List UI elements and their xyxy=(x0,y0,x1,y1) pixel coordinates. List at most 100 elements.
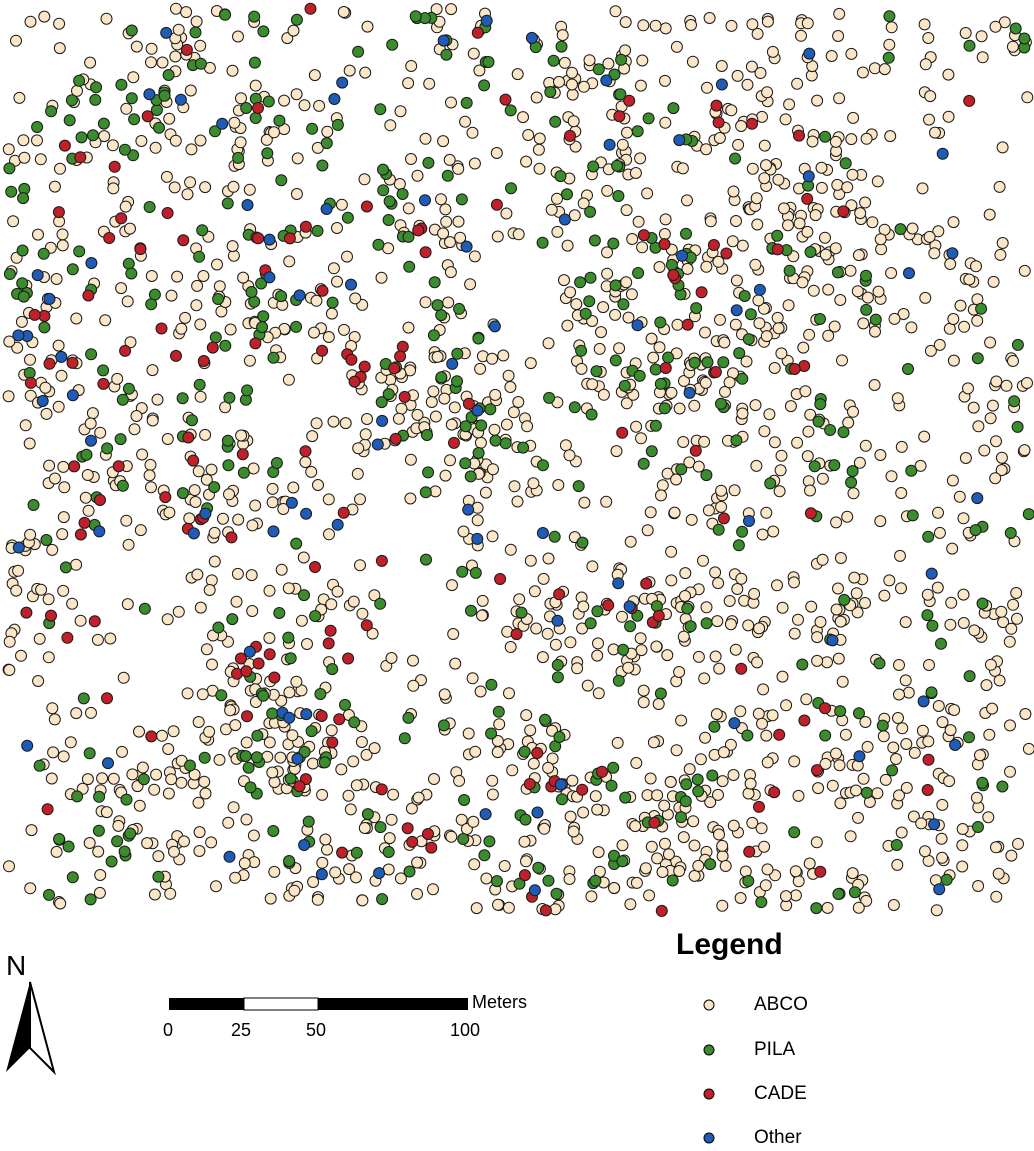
tree-point-abco xyxy=(427,883,439,896)
tree-point-abco xyxy=(726,235,739,248)
tree-point-pila xyxy=(838,593,851,606)
tree-point-pila xyxy=(1008,395,1021,408)
tree-point-abco xyxy=(577,197,590,210)
tree-point-abco xyxy=(130,40,143,53)
tree-point-other xyxy=(283,711,296,724)
tree-point-cade xyxy=(316,344,329,357)
tree-point-abco xyxy=(586,560,599,573)
tree-point-abco xyxy=(387,788,400,801)
tree-point-abco xyxy=(331,275,343,288)
tree-point-abco xyxy=(288,884,301,897)
tree-point-abco xyxy=(677,831,690,844)
tree-point-abco xyxy=(789,865,802,878)
tree-point-cade xyxy=(712,116,725,129)
tree-point-pila xyxy=(245,286,258,298)
tree-point-pila xyxy=(969,524,982,537)
tree-point-abco xyxy=(700,601,713,614)
tree-point-abco xyxy=(772,322,785,335)
tree-point-pila xyxy=(23,367,36,379)
tree-point-other xyxy=(558,213,571,226)
tree-point-pila xyxy=(828,459,841,472)
tree-point-abco xyxy=(316,856,329,869)
scale-segment-3 xyxy=(318,998,468,1010)
tree-point-pila xyxy=(437,719,450,732)
tree-point-abco xyxy=(476,594,489,607)
tree-point-pila xyxy=(814,398,827,411)
tree-point-abco xyxy=(767,525,780,538)
tree-point-abco xyxy=(368,589,381,602)
tree-point-abco xyxy=(552,479,565,491)
tree-point-abco xyxy=(698,435,711,448)
tree-point-abco xyxy=(1006,40,1019,53)
tree-point-abco xyxy=(704,215,717,228)
tree-point-abco xyxy=(716,850,729,863)
tree-point-other xyxy=(446,357,459,370)
tree-point-abco xyxy=(466,672,479,685)
tree-point-cade xyxy=(88,615,101,628)
tree-point-abco xyxy=(922,32,935,44)
tree-point-cade xyxy=(249,337,262,350)
tree-point-abco xyxy=(168,181,181,194)
tree-point-abco xyxy=(742,787,755,800)
tree-point-abco xyxy=(1021,91,1034,104)
tree-point-abco xyxy=(749,258,762,271)
tree-point-pila xyxy=(783,264,796,277)
tree-point-abco xyxy=(53,42,66,55)
tree-point-other xyxy=(291,752,304,765)
tree-point-abco xyxy=(235,92,247,105)
tree-point-abco xyxy=(352,442,365,455)
tree-point-abco xyxy=(709,650,722,663)
tree-point-abco xyxy=(58,481,71,494)
tree-point-abco xyxy=(150,768,163,781)
tree-point-cade xyxy=(324,624,337,637)
tree-point-abco xyxy=(635,432,647,445)
tree-point-abco xyxy=(610,445,623,458)
tree-point-abco xyxy=(57,750,70,763)
tree-point-cade xyxy=(490,198,503,211)
tree-point-pila xyxy=(615,53,628,66)
tree-point-abco xyxy=(832,30,845,42)
tree-point-abco xyxy=(600,495,613,508)
tree-point-pila xyxy=(37,247,50,260)
tree-point-abco xyxy=(94,869,107,881)
tree-point-abco xyxy=(249,499,262,512)
tree-point-other xyxy=(631,319,644,332)
tree-point-abco xyxy=(425,396,438,408)
tree-point-abco xyxy=(24,528,37,541)
tree-point-pila xyxy=(637,457,650,470)
tree-point-abco xyxy=(473,64,486,77)
tree-point-abco xyxy=(356,894,369,907)
tree-point-cade xyxy=(293,780,306,793)
tree-point-abco xyxy=(474,685,487,698)
tree-point-pila xyxy=(612,190,625,202)
tree-point-pila xyxy=(451,347,464,360)
tree-point-other xyxy=(715,78,728,91)
tree-point-map[interactable] xyxy=(0,0,1034,920)
tree-point-abco xyxy=(719,860,732,872)
tree-point-abco xyxy=(841,181,854,194)
tree-point-abco xyxy=(170,2,182,15)
tree-point-pila xyxy=(305,725,318,738)
tree-point-pila xyxy=(680,778,693,791)
tree-point-pila xyxy=(681,602,694,615)
tree-point-pila xyxy=(550,887,563,900)
tree-point-pila xyxy=(241,384,254,397)
tree-point-abco xyxy=(875,243,888,256)
tree-point-abco xyxy=(716,775,729,788)
tree-point-abco xyxy=(753,622,766,635)
tree-point-pila xyxy=(700,469,713,482)
tree-point-pila xyxy=(585,408,598,421)
tree-point-pila xyxy=(482,56,495,68)
tree-point-abco xyxy=(146,414,159,427)
tree-point-pila xyxy=(396,188,409,200)
tree-point-abco xyxy=(459,115,472,128)
tree-point-abco xyxy=(306,430,319,443)
tree-point-abco xyxy=(500,207,513,220)
tree-point-cade xyxy=(811,764,823,777)
tree-point-abco xyxy=(423,77,436,90)
tree-point-abco xyxy=(608,882,621,894)
tree-point-abco xyxy=(761,15,774,28)
tree-point-cade xyxy=(419,246,432,259)
tree-point-pila xyxy=(186,414,198,427)
tree-point-abco xyxy=(815,161,828,174)
